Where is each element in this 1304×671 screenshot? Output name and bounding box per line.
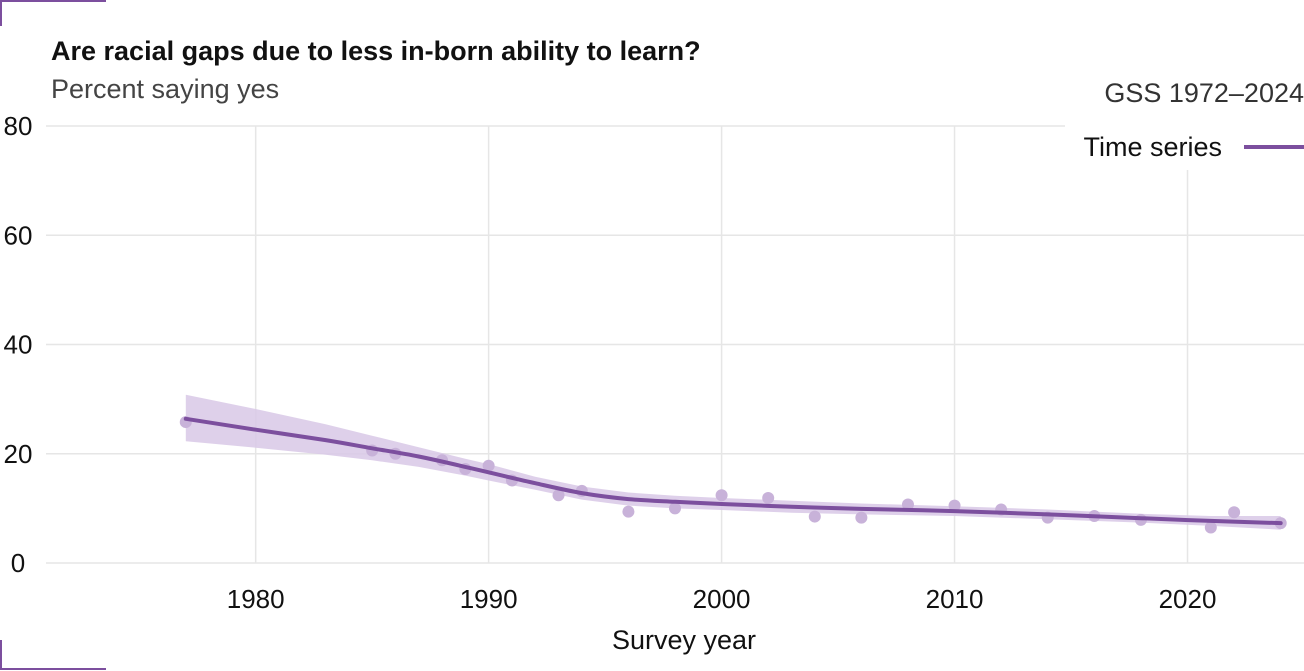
chart-title: Are racial gaps due to less in-born abil… bbox=[51, 36, 701, 66]
x-tick-label: 2000 bbox=[693, 584, 751, 614]
axis-ticks: 0 20 40 60 80 1980 1990 2000 2010 2020 bbox=[4, 111, 1217, 614]
x-tick-label: 2010 bbox=[926, 584, 984, 614]
legend-label: Time series bbox=[1083, 131, 1222, 162]
data-point bbox=[1204, 521, 1217, 534]
frame-corner-bottom bbox=[0, 640, 106, 670]
chart-subtitle: Percent saying yes bbox=[51, 74, 280, 104]
y-tick-label: 80 bbox=[4, 111, 33, 141]
data-point bbox=[715, 489, 728, 502]
x-tick-label: 1990 bbox=[460, 584, 518, 614]
y-tick-label: 60 bbox=[4, 220, 33, 250]
confidence-band-layer bbox=[185, 394, 1281, 530]
data-point bbox=[669, 502, 681, 515]
legend-line-key bbox=[1244, 145, 1304, 149]
y-tick-label: 40 bbox=[4, 330, 33, 360]
y-tick-label: 0 bbox=[11, 548, 25, 578]
data-point bbox=[808, 510, 821, 523]
data-point bbox=[552, 489, 565, 502]
legend: Time series bbox=[1065, 124, 1304, 170]
trend-line-layer bbox=[183, 416, 1283, 526]
data-point bbox=[622, 505, 635, 518]
data-point bbox=[855, 511, 868, 524]
data-point bbox=[901, 498, 914, 511]
x-tick-label: 1980 bbox=[227, 584, 285, 614]
data-point bbox=[482, 459, 495, 472]
trend-line bbox=[183, 416, 1283, 526]
y-tick-label: 20 bbox=[4, 439, 33, 469]
chart-caption: GSS 1972–2024 bbox=[1104, 78, 1304, 108]
data-point bbox=[762, 491, 775, 504]
gridlines bbox=[46, 125, 1304, 564]
x-axis-title: Survey year bbox=[612, 625, 756, 655]
x-tick-label: 2020 bbox=[1159, 584, 1217, 614]
data-point bbox=[1228, 506, 1241, 519]
data-point bbox=[948, 499, 961, 512]
confidence-band bbox=[185, 394, 1281, 530]
frame-corner-top bbox=[0, 0, 106, 26]
